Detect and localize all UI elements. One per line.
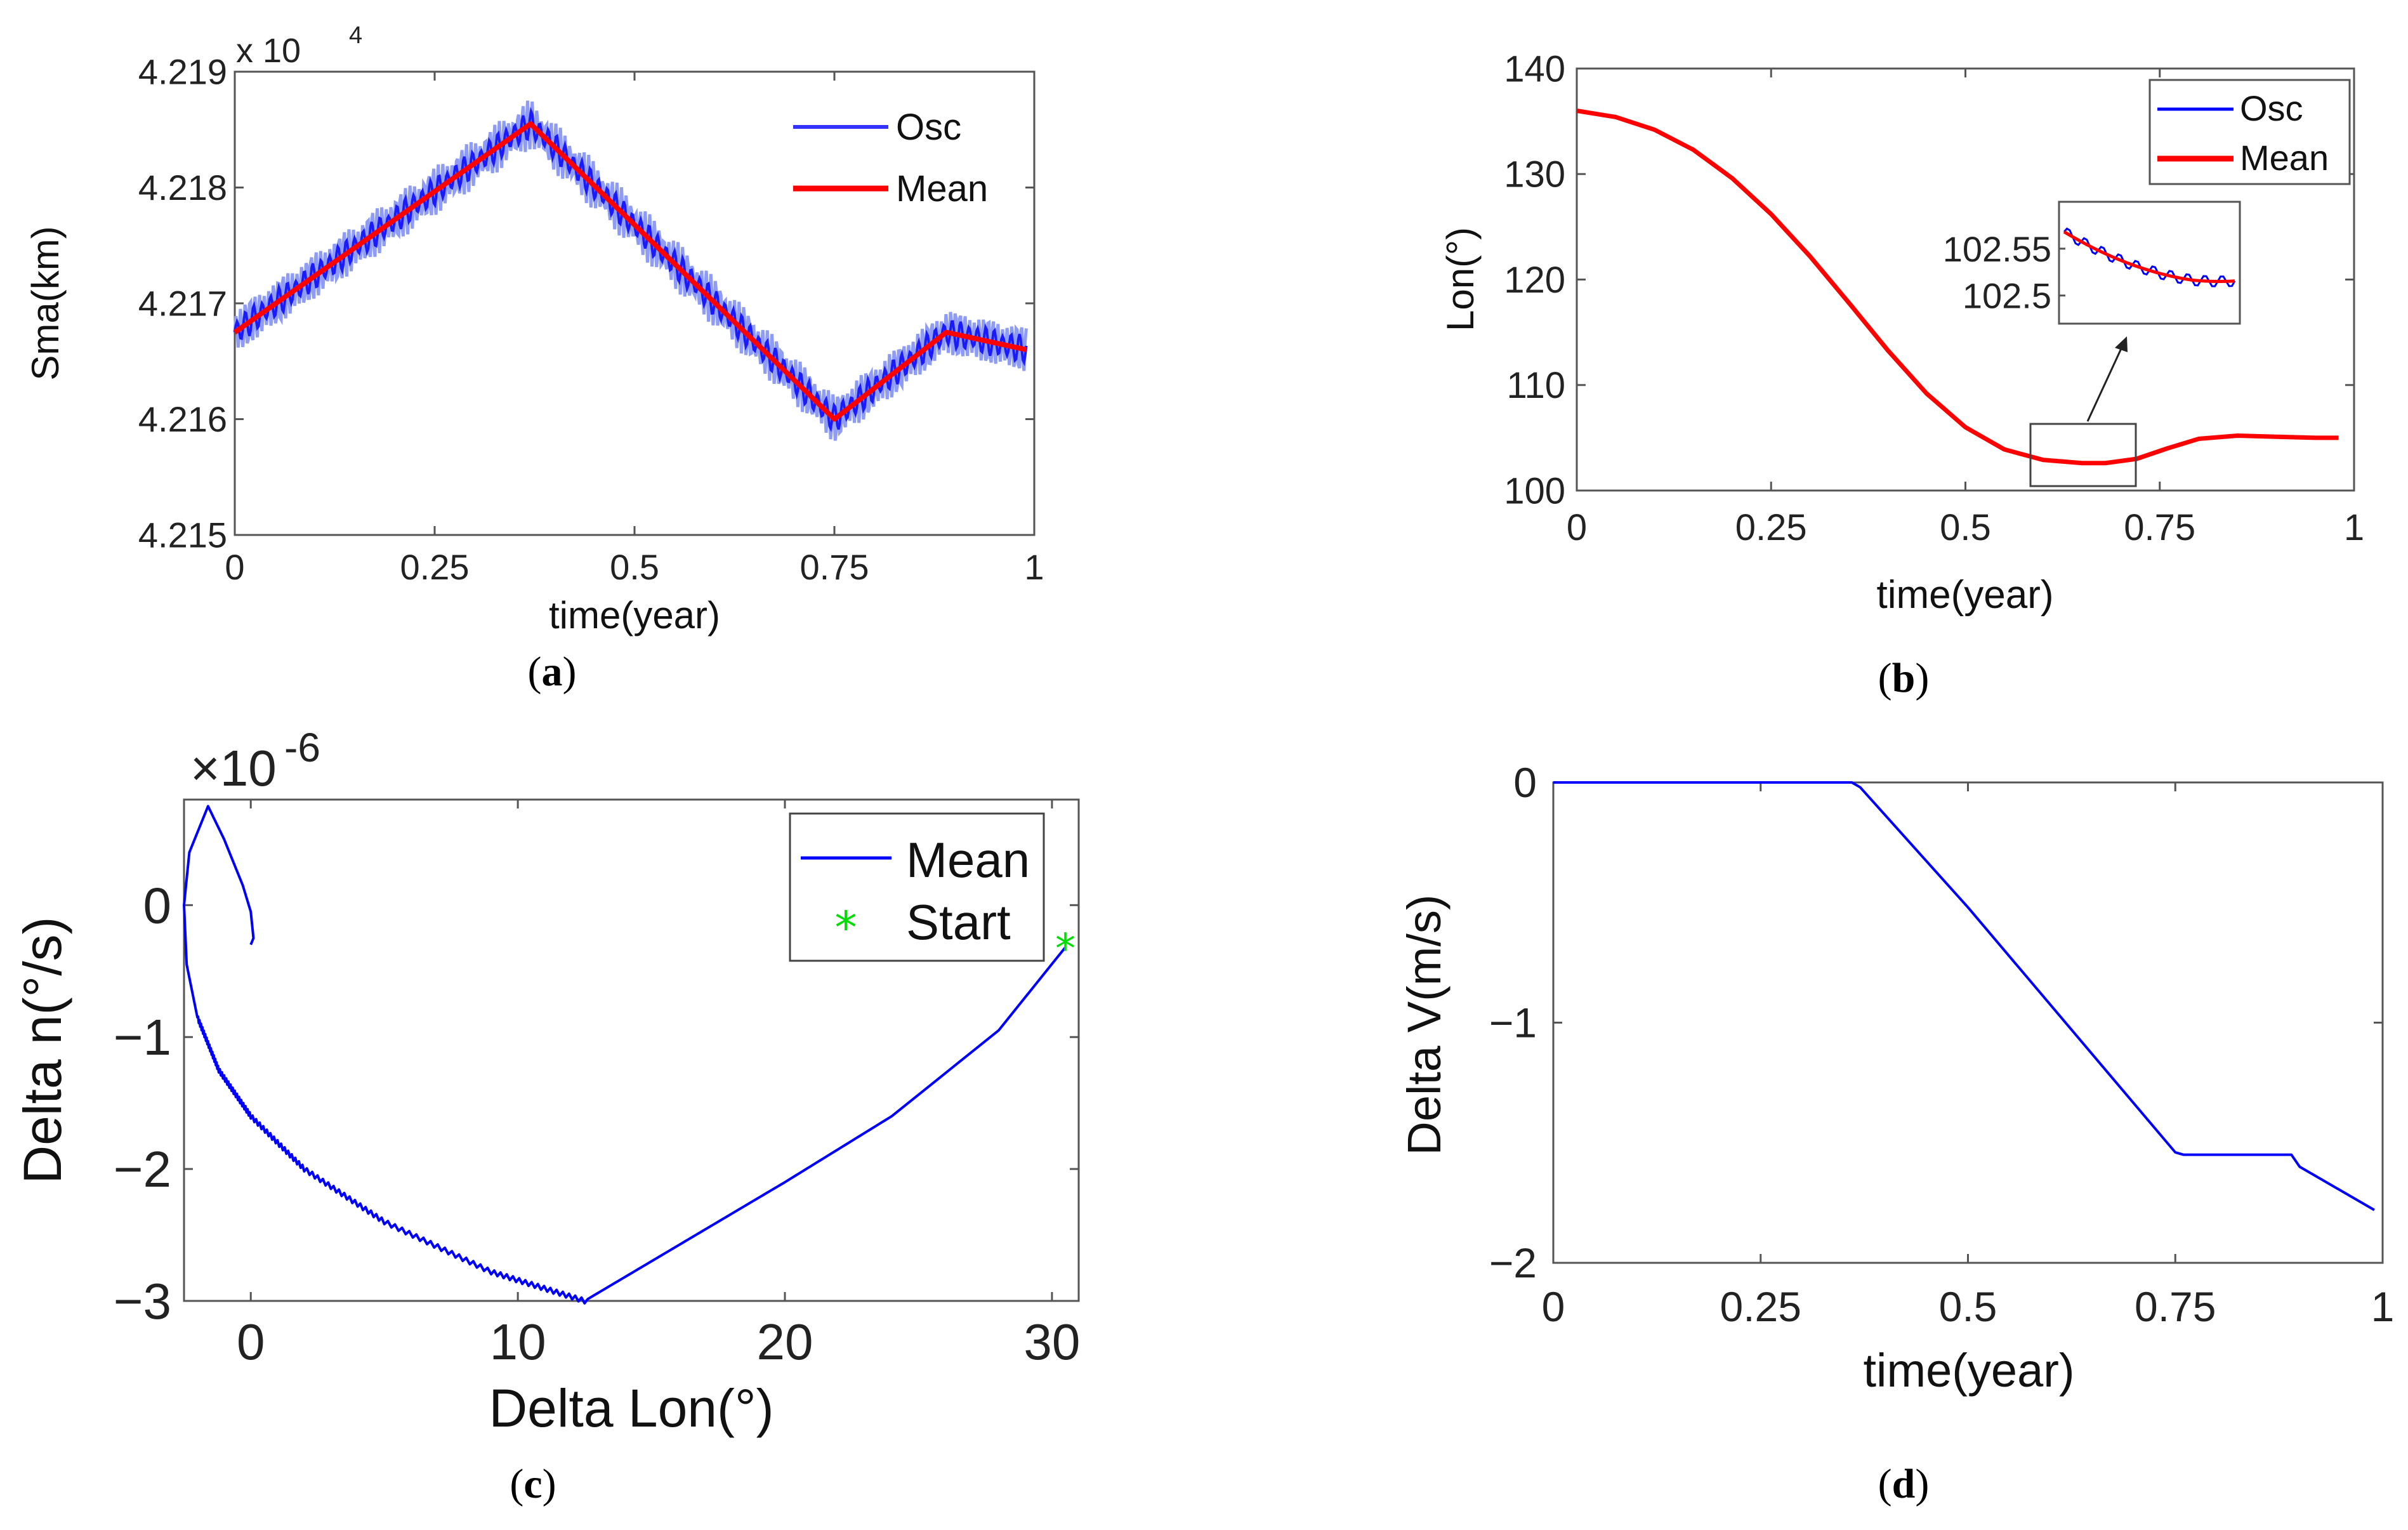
panel-c-legend-box [789, 812, 1045, 962]
panel-a-scale-base: x 10 [236, 32, 301, 70]
panel-a-plot-frame [234, 70, 1036, 536]
x-tick-label: 0.25 [1735, 507, 1807, 548]
panel-c-scale-exponent: -6 [284, 725, 320, 770]
y-tick-label: 4.216 [138, 399, 227, 439]
panel-b-zoom-arrow-head [2115, 336, 2128, 352]
panel-c-y-ticks: −3 −2 −1 0 [114, 877, 1079, 1329]
panel-a-scale-exponent: 4 [349, 22, 362, 49]
panel-b-inset-y-ticks: 102.55 102.5 [1943, 229, 2065, 316]
panel-b-x-ticks: 0 0.25 0.5 0.75 1 [1567, 69, 2364, 548]
x-tick-label: 1 [2371, 1283, 2395, 1330]
panel-d-delta-v-chart: 0 0.25 0.5 0.75 1 −2 −1 0 time(year) Delta V(m… [1398, 759, 2394, 1507]
x-tick-label: 0.25 [400, 547, 470, 587]
panel-d-caption: (d) [1878, 1461, 1930, 1507]
y-tick-label: −1 [1489, 999, 1537, 1046]
panel-c-legend: Mean * Start [789, 812, 1045, 962]
panel-c-phase-chart: 0 10 20 30 −3 −2 −1 0 * ×10 -6 Delta Lon(°) De… [13, 725, 1080, 1507]
y-tick-label: 0 [143, 877, 172, 933]
y-tick-label: 110 [1507, 365, 1565, 406]
panel-a-legend: Osc Mean [793, 107, 988, 209]
x-tick-label: 0.5 [1939, 1283, 1997, 1330]
y-tick-label: 100 [1504, 470, 1565, 511]
y-tick-label: −2 [114, 1141, 171, 1197]
inset-y-tick-label: 102.5 [1963, 276, 2051, 316]
x-tick-label: 0.75 [2124, 507, 2195, 548]
x-tick-label: 0 [1542, 1283, 1565, 1330]
panel-c-mean-line [183, 805, 1067, 1305]
panel-b-y-ticks: 100 110 120 130 140 [1504, 48, 2354, 511]
panel-c-x-axis-label: Delta Lon(°) [489, 1378, 773, 1438]
panel-b-legend-osc-label: Osc [2240, 88, 2303, 128]
panel-c-legend-start-marker: * [835, 902, 857, 954]
panel-b-series [1576, 109, 2339, 466]
y-tick-label: 4.219 [138, 52, 227, 92]
y-tick-label: −3 [114, 1273, 171, 1329]
panel-d-series [1553, 781, 2375, 1211]
panel-a-y-ticks: 4.215 4.216 4.217 4.218 4.219 [138, 52, 1034, 555]
inset-y-tick-label: 102.55 [1943, 229, 2051, 269]
y-tick-label: 4.218 [138, 168, 227, 208]
panel-b-inset-mean-line [2063, 230, 2235, 283]
x-tick-label: 0 [1567, 507, 1587, 548]
panel-c-start-marker: * [1055, 926, 1076, 973]
x-tick-label: 1 [1024, 547, 1044, 587]
panel-b-y-axis-label: Lon(°) [1439, 227, 1482, 331]
y-tick-label: 140 [1504, 48, 1565, 89]
panel-c-series: * [183, 805, 1076, 1305]
x-tick-label: 30 [1023, 1314, 1080, 1370]
panel-b-legend: Osc Mean [2148, 79, 2351, 185]
panel-b-inset-frame [2058, 201, 2241, 325]
panel-a-y-axis-label: Sma(km) [24, 226, 67, 380]
panel-d-delta-v-line [1553, 781, 2375, 1211]
panel-a-legend-osc-label: Osc [896, 107, 961, 148]
panel-b-legend-mean-label: Mean [2240, 138, 2329, 178]
y-tick-label: −1 [114, 1009, 171, 1065]
x-tick-label: 0 [225, 547, 244, 587]
panel-a-osc-envelope [233, 100, 1028, 441]
y-tick-label: −2 [1489, 1239, 1537, 1286]
panel-a-caption: (a) [528, 649, 577, 695]
x-tick-label: 0 [237, 1314, 265, 1370]
x-tick-label: 0.5 [1940, 507, 1991, 548]
panel-b-legend-box [2148, 79, 2351, 185]
panel-d-y-ticks: −2 −1 0 [1489, 759, 2383, 1286]
x-tick-label: 0.25 [1720, 1283, 1801, 1330]
panel-c-scale-base: ×10 [190, 740, 277, 796]
panel-b-zoom-region [2029, 423, 2137, 487]
x-tick-label: 0.75 [800, 547, 869, 587]
y-tick-label: 4.215 [138, 515, 227, 555]
panel-a-x-axis-label: time(year) [549, 594, 720, 636]
panel-b-caption: (b) [1878, 655, 1930, 701]
panel-b-zoom-arrow-line [2086, 345, 2124, 422]
panel-a-legend-mean-label: Mean [896, 168, 988, 209]
panel-c-y-axis-label: Delta n(°/s) [13, 916, 72, 1184]
y-tick-label: 120 [1504, 260, 1565, 301]
panel-d-x-ticks: 0 0.25 0.5 0.75 1 [1542, 782, 2395, 1330]
x-tick-label: 0.5 [610, 547, 659, 587]
panel-d-x-axis-label: time(year) [1863, 1344, 2074, 1397]
panel-c-legend-mean-label: Mean [906, 832, 1030, 888]
panel-c-legend-start-label: Start [906, 894, 1011, 950]
panel-c-x-ticks: 0 10 20 30 [237, 800, 1080, 1370]
panel-a-x-ticks: 0 0.25 0.5 0.75 1 [225, 72, 1044, 587]
panel-c-caption: (c) [510, 1461, 556, 1507]
panel-d-plot-frame [1552, 781, 2384, 1264]
panel-b-mean-line [1576, 109, 2339, 466]
x-tick-label: 10 [490, 1314, 546, 1370]
x-tick-label: 20 [757, 1314, 813, 1370]
panel-a-series [233, 100, 1028, 441]
panel-a-sma-chart: 0 0.25 0.5 0.75 1 4.2154.2164.2174.2184.219 … [24, 22, 1044, 695]
panel-b-inset: 102.55 102.5 [1943, 201, 2241, 325]
panel-a-mean-line [233, 121, 1027, 422]
x-tick-label: 1 [2344, 507, 2364, 548]
y-tick-label: 130 [1504, 154, 1565, 195]
panel-b-x-axis-label: time(year) [1876, 573, 2053, 617]
panel-b-inset-series [2063, 227, 2236, 287]
panel-d-y-axis-label: Delta V(m/s) [1398, 894, 1451, 1155]
y-tick-label: 4.217 [138, 284, 227, 324]
x-tick-label: 0.75 [2135, 1283, 2216, 1330]
y-tick-label: 0 [1513, 759, 1537, 806]
